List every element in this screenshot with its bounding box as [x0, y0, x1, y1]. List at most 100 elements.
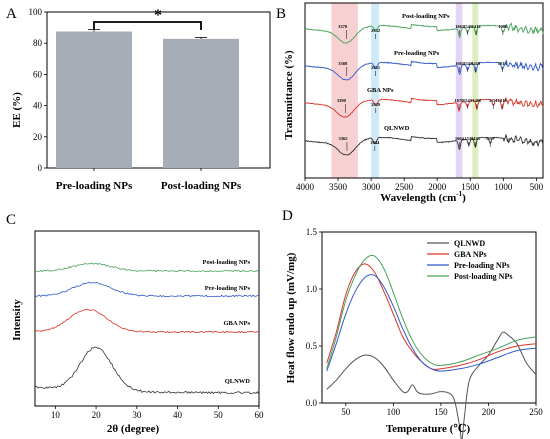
- xrd-series-line: [34, 346, 260, 395]
- xrd-series-label: Pre-loading NPs: [205, 285, 251, 292]
- peak-label: 1670: [455, 98, 465, 103]
- panel-b-x-title: Wavelength (cm-1): [380, 190, 466, 204]
- xrd-series-line: [34, 262, 260, 273]
- peak-label: 1543: [463, 98, 473, 103]
- peak-label: 1412: [472, 24, 482, 29]
- panel-d-x-tick-label: 150: [434, 407, 448, 417]
- peak-label: 3365: [338, 136, 348, 141]
- panel-letter-d: D: [282, 208, 293, 224]
- highlight-band: [331, 3, 358, 178]
- panel-d-x-tick-label: 250: [529, 407, 543, 417]
- panel-b: B 4000 3500 3000 2500 2000 1500 1000 500 Post-lo…: [276, 2, 544, 204]
- ftir-series-line: [304, 22, 544, 44]
- ftir-series-label: QLNWD: [384, 125, 410, 132]
- xrd-series-label: Post-loading NPs: [203, 259, 251, 266]
- peak-label: 1400: [472, 98, 482, 103]
- significance-marker: *: [154, 7, 162, 24]
- panel-c-x-tick-label: 20: [92, 410, 102, 420]
- highlight-band: [455, 3, 463, 178]
- peak-label: 3368: [338, 61, 348, 66]
- panel-b-x-tick-label: 500: [530, 182, 544, 192]
- panel-d-frame: [321, 231, 537, 404]
- legend-label: GBA NPs: [454, 250, 487, 259]
- panel-a-y-tick-label: 80: [33, 38, 43, 48]
- panel-a-y-tick-label: 100: [29, 7, 43, 17]
- panel-b-x-tick-label: 4000: [296, 182, 315, 192]
- peak-label: 1006: [498, 24, 508, 29]
- panel-d-x-title: Temperature (℃): [386, 423, 471, 435]
- panel-b-x-tick-label: 3000: [362, 182, 381, 192]
- highlight-band: [472, 3, 479, 178]
- peak-label: 2944: [370, 140, 380, 145]
- dsc-series-line: [326, 274, 537, 372]
- panel-a-y-tick-label: 0: [38, 163, 43, 173]
- panel-b-frame: [304, 2, 544, 179]
- ftir-series-line: [304, 134, 544, 156]
- panel-c-x-tick-label: 50: [214, 410, 224, 420]
- panel-c-axes: 10 20 30 40 50 60 Post-loading NPs Pre-loading …: [34, 230, 265, 420]
- panel-a-y-tick-label: 20: [33, 132, 43, 142]
- panel-d-y-tick-label: 0.5: [306, 341, 318, 351]
- panel-c-x-title: 2θ (degree): [107, 423, 160, 435]
- peak-label: 1418: [471, 61, 481, 66]
- panel-a-y-tick-label: 40: [33, 101, 43, 111]
- highlight-band: [371, 3, 380, 178]
- panel-c-x-tick-label: 10: [51, 410, 61, 420]
- peak-label: 3370: [338, 24, 348, 29]
- ftir-series-label: Pre-loading NPs: [394, 50, 440, 57]
- panel-b-axes: 4000 3500 3000 2500 2000 1500 1000 500 Post-load…: [296, 2, 544, 192]
- peak-label: 2931: [371, 65, 381, 70]
- panel-c-frame: [34, 230, 260, 407]
- ee-bar: [56, 31, 132, 168]
- panel-b-x-title-sup: -1: [456, 190, 462, 198]
- panel-d-y-tick-label: 1.5: [306, 227, 318, 237]
- xrd-series-line: [34, 281, 259, 298]
- peak-label: 1541: [463, 24, 473, 29]
- xrd-series-label: QLNWD: [225, 378, 251, 385]
- peak-label: 1661: [455, 24, 465, 29]
- peak-label: 1016: [498, 61, 508, 66]
- panel-d-y-tick-label: 1.0: [306, 284, 318, 294]
- peak-label: 1018: [498, 98, 508, 103]
- panel-c-x-tick-label: 30: [132, 410, 142, 420]
- peak-label: 1521: [464, 136, 474, 141]
- ftir-series-line: [304, 59, 544, 81]
- panel-c-x-tick-label: 60: [255, 410, 265, 420]
- panel-b-x-tick-label: 2500: [395, 182, 414, 192]
- panel-d-x-tick-label: 50: [341, 407, 351, 417]
- significance-bracket: [93, 21, 202, 30]
- ftir-series-label: GBA NPs: [367, 87, 394, 94]
- legend-label: QLNWD: [454, 239, 485, 248]
- ftir-series-label: Post-loading NPs: [402, 13, 450, 20]
- panel-a-category-2: Post-loading NPs: [161, 180, 242, 192]
- xrd-series-line: [34, 308, 259, 334]
- ftir-series-line: [304, 96, 544, 118]
- panel-b-x-tick-label: 2000: [428, 182, 447, 192]
- panel-d-x-tick-label: 200: [482, 407, 496, 417]
- peak-label: 1541: [463, 61, 473, 66]
- peak-label: 2932: [371, 28, 381, 33]
- peak-label: 1151: [489, 98, 499, 103]
- peak-label: 3390: [337, 98, 347, 103]
- dsc-series-line: [326, 254, 537, 369]
- peak-label: 1664: [455, 136, 465, 141]
- peak-label: 1661: [455, 61, 465, 66]
- dsc-series-line: [326, 331, 537, 439]
- panel-letter-b: B: [276, 6, 286, 22]
- panel-a-y-tick-label: 60: [33, 69, 43, 79]
- panel-c-y-title: Intensity: [11, 299, 23, 341]
- dsc-series-line: [326, 263, 537, 370]
- panel-a: A 0 20 40 60 80 100 EE (%) Pre-loading NPs Po…: [6, 6, 271, 192]
- panel-letter-a: A: [6, 6, 17, 22]
- panel-a-category-1: Pre-loading NPs: [56, 180, 133, 192]
- panel-b-y-title: Transmittance (%): [283, 50, 295, 140]
- panel-d-axes: 50 100 150 200 250 0.0 0.5 1.0 1.5 QLNWD GBA NPs Pr…: [306, 227, 543, 439]
- legend-label: Pre-loading NPs: [454, 261, 510, 270]
- panel-b-x-title-end: ): [462, 192, 466, 204]
- panel-d: D 50 100 150 200 250 0.0 0.5 1.0 1.5 QLNWD GBA NPs…: [282, 208, 543, 439]
- peak-label: 1197: [486, 136, 496, 141]
- panel-d-y-title: Heat flow endo up (mV/mg): [285, 252, 297, 383]
- peak-label: 1423: [471, 136, 481, 141]
- panel-d-y-tick-label: 0.0: [306, 398, 318, 408]
